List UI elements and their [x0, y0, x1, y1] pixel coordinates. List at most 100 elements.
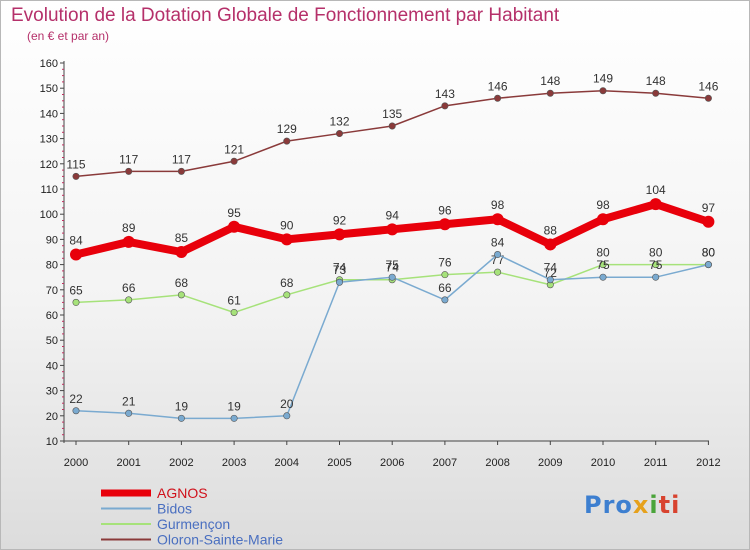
data-point [125, 167, 133, 175]
x-tick-label: 2009 [538, 457, 562, 469]
data-point [72, 172, 80, 180]
data-label: 92 [333, 213, 347, 227]
data-point [335, 278, 343, 286]
x-tick-label: 2007 [433, 457, 457, 469]
data-point [599, 261, 607, 269]
data-point [230, 414, 238, 422]
y-tick-label: 20 [46, 411, 58, 423]
chart-title: Evolution de la Dotation Globale de Fonc… [11, 5, 560, 26]
data-point [333, 228, 346, 241]
proxiti-logo: Proxiti [584, 491, 680, 519]
data-point [283, 291, 291, 299]
y-tick-label: 40 [46, 360, 58, 372]
data-label: 20 [280, 397, 294, 411]
data-point [72, 407, 80, 415]
legend-label: Bidos [157, 501, 192, 517]
y-tick-label: 10 [46, 436, 58, 448]
data-label: 80 [702, 246, 716, 260]
data-label: 88 [544, 223, 558, 237]
x-tick-label: 2000 [64, 457, 88, 469]
data-label: 129 [277, 122, 297, 136]
data-point [125, 296, 133, 304]
x-tick-label: 2010 [591, 457, 615, 469]
data-label: 80 [596, 246, 610, 260]
data-point [702, 215, 715, 228]
data-point [283, 412, 291, 420]
legend-label: Gurmençon [157, 516, 230, 532]
data-point [125, 409, 133, 417]
data-point [546, 89, 554, 97]
data-label: 148 [540, 74, 560, 88]
data-label: 19 [175, 399, 189, 413]
x-tick-label: 2002 [169, 457, 193, 469]
y-tick-label: 130 [40, 134, 58, 146]
data-label: 61 [227, 293, 241, 307]
data-point [388, 122, 396, 130]
data-point [177, 167, 185, 175]
data-label: 65 [69, 283, 83, 297]
data-point [494, 251, 502, 259]
data-label: 117 [119, 152, 138, 166]
data-label: 75 [386, 258, 400, 272]
data-label: 94 [386, 208, 400, 222]
data-label: 98 [491, 198, 505, 212]
chart-subtitle: (en € et par an) [27, 29, 110, 43]
data-label: 68 [175, 276, 189, 290]
data-point [649, 198, 662, 211]
data-point [177, 291, 185, 299]
legend-label: AGNOS [157, 485, 208, 501]
data-point [72, 298, 80, 306]
data-label: 66 [438, 281, 452, 295]
data-label: 80 [702, 246, 716, 260]
y-tick-label: 100 [40, 209, 58, 221]
data-point [175, 246, 188, 258]
y-tick-label: 140 [40, 108, 58, 120]
logo-text-ti: ti [658, 491, 681, 519]
chart-series: 115 117 117 121 129 132 135 143 146 148 149 148 146 6… [66, 72, 719, 422]
x-tick-label: 2008 [485, 457, 509, 469]
data-label: 74 [544, 261, 558, 275]
data-label: 66 [122, 281, 136, 295]
data-label: 97 [702, 201, 716, 215]
chart-axes: 10 20 30 40 50 60 70 80 90 100 110 120 130 140 150 160 2… [40, 58, 721, 469]
data-point [544, 238, 557, 251]
data-point [230, 157, 238, 165]
data-label: 104 [646, 183, 666, 197]
data-point [230, 308, 238, 316]
data-point [704, 261, 712, 269]
data-label: 98 [596, 198, 610, 212]
data-point [388, 273, 396, 281]
data-point [280, 233, 293, 246]
x-tick-label: 2001 [116, 457, 140, 469]
data-label: 84 [491, 236, 505, 250]
data-label: 75 [649, 258, 663, 272]
data-point [177, 414, 185, 422]
data-label: 135 [382, 107, 402, 121]
data-point [494, 94, 502, 102]
data-point [599, 273, 607, 281]
data-label: 76 [438, 256, 452, 270]
logo-text-pro: Pro [584, 491, 633, 519]
data-label: 19 [227, 399, 241, 413]
data-point [441, 296, 449, 304]
x-tick-label: 2003 [222, 457, 246, 469]
data-label: 22 [69, 392, 83, 406]
y-tick-label: 50 [46, 335, 58, 347]
data-point [652, 89, 660, 97]
series-agnos: 84 89 85 95 90 92 94 96 98 88 98 104 97 [69, 183, 716, 261]
legend-label: Oloron-Sainte-Marie [157, 532, 283, 548]
data-point [652, 261, 660, 269]
data-label: 74 [333, 261, 347, 275]
data-point [597, 213, 609, 226]
data-label: 149 [593, 72, 613, 86]
y-tick-label: 90 [46, 234, 58, 246]
data-point [546, 276, 554, 284]
data-point [70, 248, 82, 261]
data-label: 73 [333, 263, 347, 277]
x-tick-label: 2012 [696, 457, 720, 469]
data-point [704, 94, 712, 102]
data-label: 89 [122, 221, 136, 235]
